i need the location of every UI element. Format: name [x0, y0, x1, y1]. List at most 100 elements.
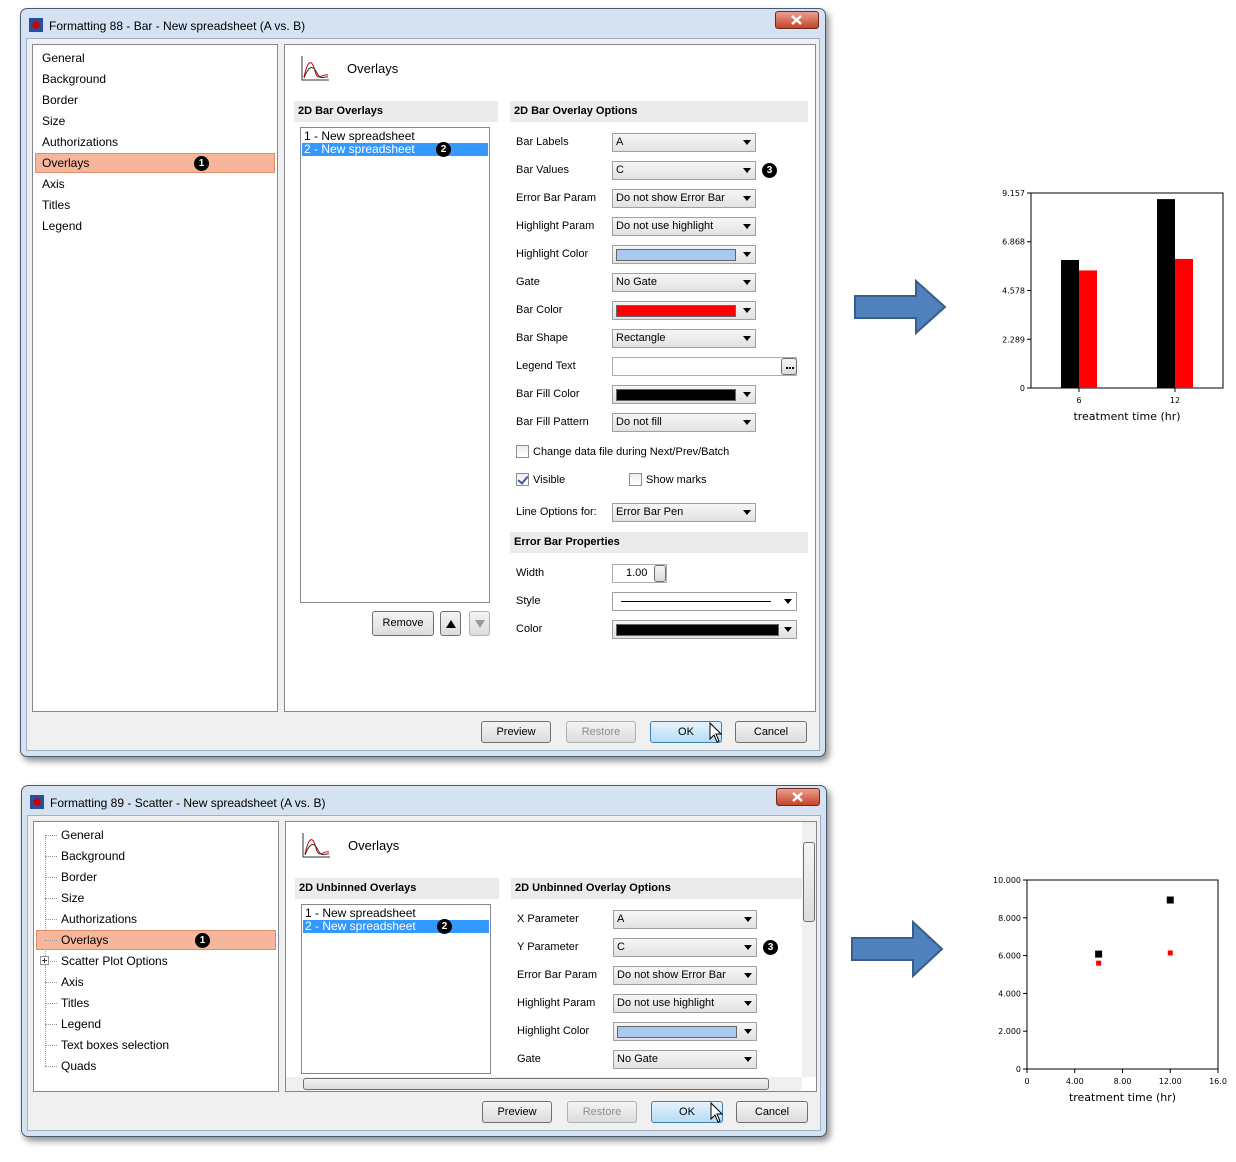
- color-dropdown[interactable]: [612, 301, 756, 320]
- nav-item[interactable]: Border: [42, 93, 79, 107]
- tree-stub: [45, 1024, 57, 1025]
- nav-item[interactable]: Border: [61, 870, 98, 884]
- dropdown[interactable]: Do not show Error Bar: [612, 189, 756, 208]
- dialog-button[interactable]: Cancel: [736, 1101, 808, 1123]
- options-heading: 2D Bar Overlay Options: [510, 101, 808, 122]
- color-dropdown[interactable]: [612, 385, 756, 404]
- dropdown[interactable]: Do not show Error Bar: [613, 966, 757, 985]
- nav-item[interactable]: Legend: [61, 1017, 102, 1031]
- nav-item[interactable]: Background: [61, 849, 126, 863]
- x-tick-label: 4.00: [1066, 1077, 1084, 1086]
- nav-item[interactable]: Size: [42, 114, 66, 128]
- dropdown[interactable]: C: [613, 938, 757, 957]
- option-label: Error Bar Param: [517, 969, 598, 981]
- y-tick-label: 9.157: [1002, 189, 1025, 198]
- bar: [1079, 270, 1097, 388]
- dropdown[interactable]: Do not use highlight: [612, 217, 756, 236]
- nav-item[interactable]: Titles: [61, 996, 90, 1010]
- tree-stub: [45, 940, 57, 941]
- list-item[interactable]: 2 - New spreadsheet: [303, 920, 489, 933]
- window-title: Formatting 89 - Scatter - New spreadshee…: [50, 796, 326, 810]
- dialog-button[interactable]: Preview: [481, 721, 551, 743]
- nav-item[interactable]: Authorizations: [61, 912, 138, 926]
- nav-item[interactable]: Text boxes selection: [61, 1038, 170, 1052]
- remove-button[interactable]: Remove: [372, 611, 434, 636]
- panel-title: Overlays: [347, 61, 399, 76]
- move-down-button[interactable]: [469, 611, 490, 636]
- scroll-thumb: [303, 1078, 769, 1090]
- nav-item[interactable]: Scatter Plot Options: [61, 954, 168, 968]
- move-up-button[interactable]: [440, 611, 461, 636]
- dropdown[interactable]: No Gate: [613, 1050, 757, 1069]
- tree-stub: [45, 877, 57, 878]
- option-label: Width: [516, 567, 545, 579]
- checkbox[interactable]: [516, 445, 529, 458]
- option-label: X Parameter: [517, 913, 579, 925]
- dropdown[interactable]: Do not use highlight: [613, 994, 757, 1013]
- nav-item[interactable]: Axis: [61, 975, 84, 989]
- arrow: [854, 278, 947, 336]
- option-label: Bar Fill Color: [516, 388, 580, 400]
- dropdown[interactable]: Do not fill: [612, 413, 756, 432]
- option-label: Highlight Param: [516, 220, 595, 232]
- tree-line: [45, 835, 46, 1066]
- list-item[interactable]: 2 - New spreadsheet: [302, 143, 488, 156]
- dropdown[interactable]: Rectangle: [612, 329, 756, 348]
- overlay-icon: [301, 56, 329, 81]
- dialog-button[interactable]: Restore: [566, 721, 636, 743]
- line-style-dropdown[interactable]: [612, 592, 797, 611]
- nav-item[interactable]: Titles: [42, 198, 71, 212]
- ellipsis-button[interactable]: [781, 358, 797, 375]
- checkbox[interactable]: [629, 473, 642, 486]
- option-label: Bar Fill Pattern: [516, 416, 589, 428]
- dropdown[interactable]: A: [613, 910, 757, 929]
- nav-item[interactable]: Axis: [42, 177, 65, 191]
- list-item[interactable]: 1 - New spreadsheet: [305, 906, 416, 920]
- checkbox-label: Show marks: [646, 474, 707, 486]
- color-dropdown[interactable]: [612, 620, 797, 639]
- nav-item[interactable]: Overlays: [61, 933, 109, 947]
- nav-item[interactable]: Background: [42, 72, 107, 86]
- nav-item[interactable]: Quads: [61, 1059, 97, 1073]
- nav-item[interactable]: General: [42, 51, 85, 65]
- line-sample: [621, 601, 771, 602]
- y-tick-label: 0: [1016, 1065, 1021, 1074]
- color-dropdown[interactable]: [613, 1022, 757, 1041]
- y-tick-label: 0: [1020, 384, 1025, 393]
- dialog-button[interactable]: OK: [650, 721, 722, 743]
- tree-stub: [45, 919, 57, 920]
- close-button[interactable]: [776, 788, 820, 806]
- nav-item[interactable]: Authorizations: [42, 135, 119, 149]
- checkbox[interactable]: [516, 473, 529, 486]
- point: [1166, 896, 1174, 904]
- color-swatch: [616, 305, 736, 317]
- panel-content: Overlays 2D Bar Overlays 1 - New spreadshe…: [285, 45, 815, 711]
- dropdown[interactable]: C: [612, 161, 756, 180]
- list-heading: 2D Unbinned Overlays: [295, 878, 499, 899]
- spin-field[interactable]: 1.00: [612, 564, 667, 583]
- list-item[interactable]: 1 - New spreadsheet: [304, 129, 415, 143]
- color-swatch: [617, 1026, 737, 1038]
- dialog-button[interactable]: OK: [651, 1101, 723, 1123]
- dialog-button[interactable]: Cancel: [735, 721, 807, 743]
- dialog-button[interactable]: Restore: [567, 1101, 637, 1123]
- vertical-scrollbar: [802, 822, 816, 1077]
- dropdown[interactable]: A: [612, 133, 756, 152]
- dialog-button[interactable]: Preview: [482, 1101, 552, 1123]
- text-field[interactable]: [612, 357, 797, 376]
- option-label: Highlight Color: [517, 1025, 590, 1037]
- nav-item[interactable]: Overlays: [42, 156, 90, 170]
- nav-item[interactable]: Size: [61, 891, 85, 905]
- options-panel: Overlays 2D Bar Overlays 1 - New spreadshe…: [284, 44, 816, 712]
- close-button[interactable]: [775, 11, 819, 29]
- spin-buttons[interactable]: [654, 565, 666, 582]
- dropdown[interactable]: No Gate: [612, 273, 756, 292]
- nav-item[interactable]: General: [61, 828, 104, 842]
- tree-stub: [45, 856, 57, 857]
- dropdown[interactable]: Error Bar Pen: [612, 503, 756, 522]
- color-swatch: [616, 624, 779, 636]
- nav-item[interactable]: Legend: [42, 219, 83, 233]
- y-tick-label: 4.578: [1002, 287, 1025, 296]
- option-label: Style: [516, 595, 541, 607]
- color-dropdown[interactable]: [612, 245, 756, 264]
